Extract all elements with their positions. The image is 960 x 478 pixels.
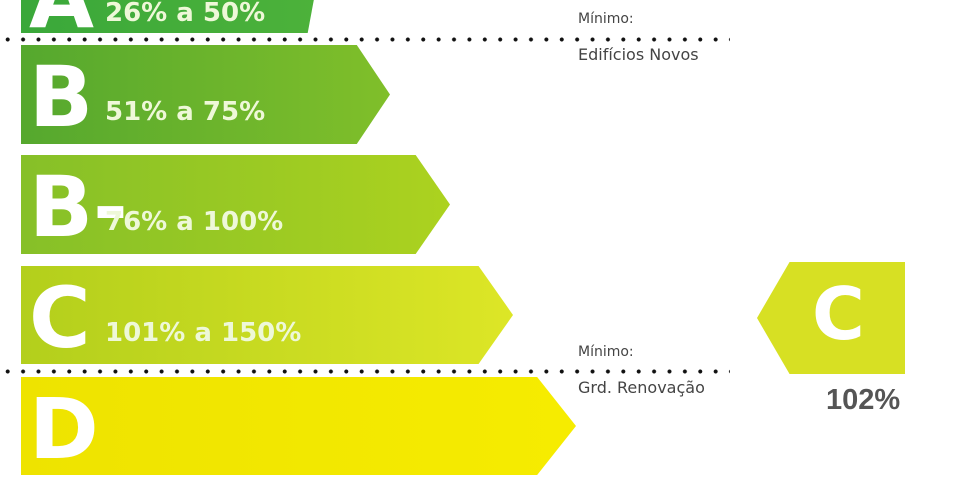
rating-value: 102% [826, 384, 901, 416]
class-range: 101% a 150% [105, 318, 302, 348]
class-letter: B [29, 48, 94, 146]
class-b-bar: B 51% a 75% [21, 45, 390, 144]
rating-indicator: C [757, 262, 905, 374]
class-letter: C [29, 269, 91, 367]
threshold-sub: Edifícios Novos [578, 45, 699, 64]
threshold-sub: Grd. Renovação [578, 378, 705, 397]
threshold-line-renovation [0, 369, 730, 374]
threshold-label: Mínimo: [578, 344, 634, 360]
class-range: 76% a 100% [105, 207, 284, 237]
class-letter: D [29, 380, 99, 478]
class-letter: B- [29, 158, 128, 256]
class-d-bar: D [21, 377, 576, 475]
rating-letter: C [812, 272, 865, 356]
class-range: 51% a 75% [105, 97, 266, 127]
class-a-bar: A 26% a 50% [21, 0, 326, 33]
class-letter: A [29, 0, 94, 33]
class-range: 26% a 50% [105, 0, 266, 28]
class-c-bar: C 101% a 150% [21, 266, 513, 364]
class-b-minus-bar: B- 76% a 100% [21, 155, 450, 254]
threshold-line-new [0, 37, 730, 42]
threshold-label: Mínimo: [578, 11, 634, 27]
